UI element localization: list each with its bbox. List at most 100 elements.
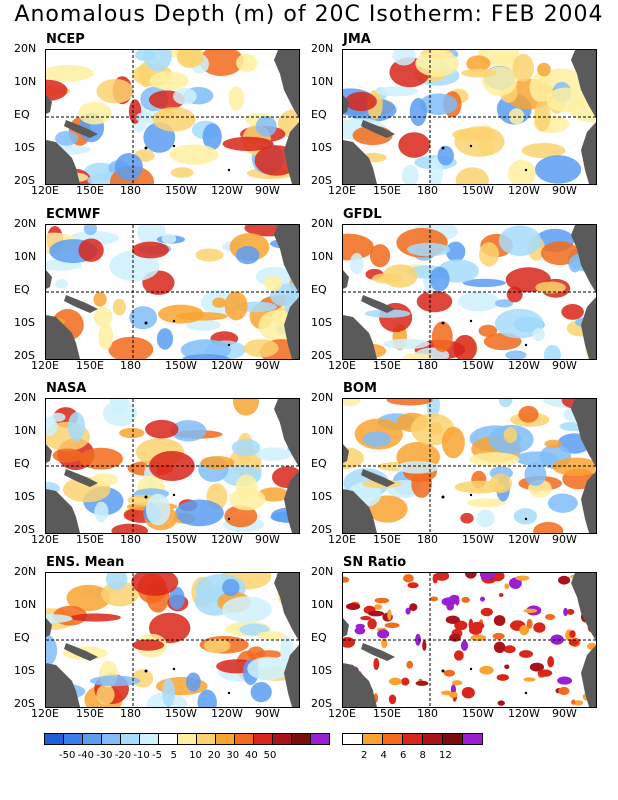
lat-label: 10N [14,598,37,611]
map-panel-1 [45,49,300,185]
lat-label: 10S [311,316,332,329]
lon-label: 120E [328,184,356,197]
lat-label: 20S [14,523,35,536]
lat-label: 10S [311,141,332,154]
lat-label: 20S [311,697,332,710]
panel-title: JMA [343,32,371,47]
lat-label: EQ [14,108,30,121]
lat-label: 20N [311,217,334,230]
lat-label: 10N [14,75,37,88]
lat-label: EQ [311,457,327,470]
lat-label: EQ [311,631,327,644]
colorbar-swatch [402,733,423,745]
colorbar-swatch [63,733,83,745]
lon-label: 120W [211,533,243,546]
colorbar-swatch [342,733,363,745]
colorbar-label: 20 [207,750,221,761]
lon-label: 180 [417,533,438,546]
lon-label: 120E [328,533,356,546]
colorbar-label: 30 [226,750,240,761]
panel-title: NASA [46,381,87,396]
lat-label: 20N [14,565,37,578]
colorbar-label: -20 [114,750,132,761]
panel-title: ENS. Mean [46,555,125,570]
lon-label: 150E [76,184,104,197]
lon-label: 150W [165,533,197,546]
colorbar-swatch [44,733,64,745]
colorbar-swatch [139,733,159,745]
lon-label: 120W [211,707,243,720]
map-panel-6 [342,398,597,534]
map-panel-3 [45,224,300,360]
lon-label: 120W [211,359,243,372]
colorbar-label: 5 [170,750,177,761]
lon-label: 150E [373,184,401,197]
map-field [46,573,299,707]
lon-label: 120W [508,533,540,546]
map-panel-2 [342,49,597,185]
lat-label: 20N [14,391,37,404]
panel-title: BOM [343,381,377,396]
lat-label: 10N [311,75,334,88]
map-panel-8 [342,572,597,708]
map-field [343,573,596,707]
lat-label: 10S [311,490,332,503]
colorbar-swatch [234,733,254,745]
colorbar-swatch [310,733,330,745]
lat-label: 10N [311,598,334,611]
colorbar-swatch [382,733,403,745]
lat-label: 10N [311,250,334,263]
lon-label: 120E [31,359,59,372]
lon-label: 120W [508,359,540,372]
map-field [343,50,596,184]
lat-label: 10S [14,141,35,154]
lon-label: 90W [255,359,280,372]
lon-label: 90W [552,184,577,197]
lat-label: 20S [14,349,35,362]
lon-label: 180 [120,707,141,720]
colorbar-label: 40 [245,750,258,761]
lon-label: 120E [328,359,356,372]
lon-label: 180 [417,359,438,372]
colorbar-label: -50 [59,750,76,761]
lon-label: 150W [462,359,494,372]
map-panel-7 [45,572,300,708]
lon-label: 120E [31,184,59,197]
colorbar_anom-colorbar [44,733,330,745]
colorbar-swatch [158,733,178,745]
colorbar-swatch [82,733,102,745]
lon-label: 150W [165,707,197,720]
lon-label: 120W [211,184,243,197]
colorbar-label: 6 [400,750,407,761]
panel-title: ECMWF [46,207,101,222]
lat-label: 10S [14,664,35,677]
map-field [46,225,299,359]
lat-label: EQ [14,457,30,470]
lat-label: 20S [311,174,332,187]
colorbar-label: 8 [419,750,426,761]
lon-label: 150E [76,533,104,546]
lon-label: 180 [120,184,141,197]
colorbar-label: 4 [380,750,387,761]
lon-label: 120W [508,707,540,720]
lon-label: 150E [76,359,104,372]
lon-label: 90W [552,359,577,372]
lon-label: 150W [462,533,494,546]
lat-label: 10S [14,490,35,503]
lon-label: 150W [462,707,494,720]
lon-label: 150E [76,707,104,720]
lat-label: 20S [14,174,35,187]
lon-label: 90W [255,707,280,720]
colorbar-swatch [462,733,483,745]
lat-label: 20S [311,523,332,536]
lat-label: EQ [311,108,327,121]
lon-label: 90W [552,533,577,546]
map-panel-4 [342,224,597,360]
colorbar-swatch [422,733,443,745]
lon-label: 150W [165,184,197,197]
lat-label: EQ [14,631,30,644]
lon-label: 180 [417,707,438,720]
lon-label: 90W [255,184,280,197]
colorbar-label: 50 [263,750,277,761]
lat-label: 10N [311,424,334,437]
